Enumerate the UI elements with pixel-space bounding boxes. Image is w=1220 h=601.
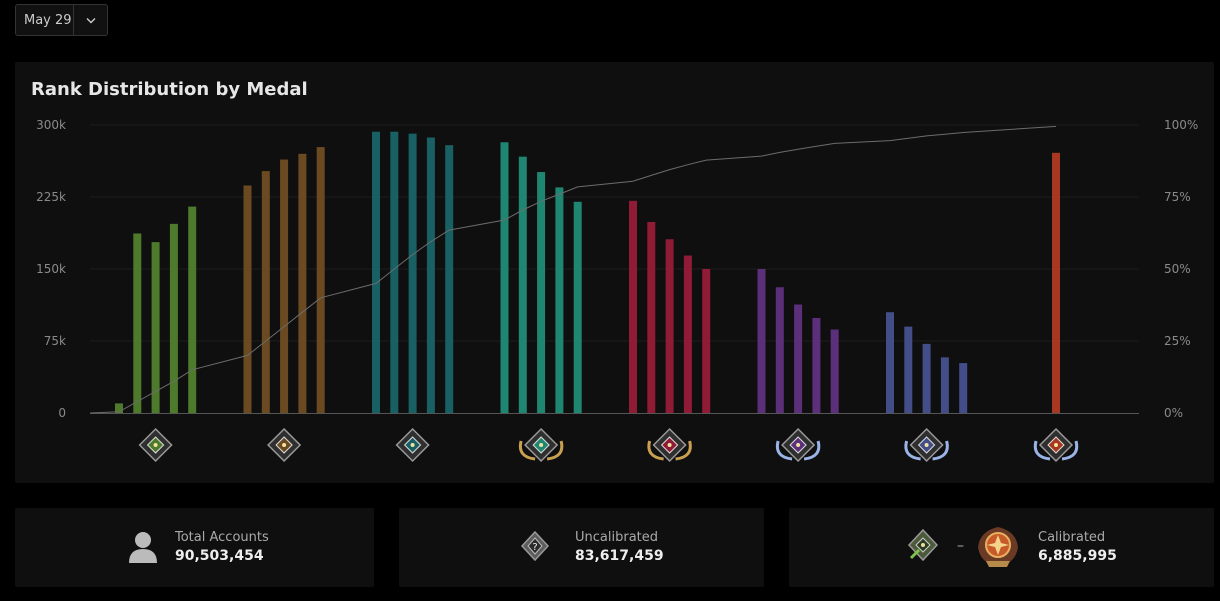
medal-star (667, 443, 672, 447)
y-tick-label: 225k (36, 190, 66, 204)
chart-bar (629, 200, 637, 413)
chart-bar (647, 221, 656, 413)
chart-bar (537, 172, 546, 413)
chart-bar (188, 206, 197, 413)
chart-bar (115, 403, 123, 413)
stat-label: Calibrated (1038, 530, 1106, 545)
medal-wing-right (1061, 440, 1079, 461)
stat-calibrated: – Calibrated 6,885,995 (789, 508, 1214, 587)
y2-tick-label: 100% (1164, 118, 1198, 132)
stat-label: Total Accounts (175, 530, 269, 545)
chart-bar (775, 287, 784, 413)
medal-wing-left (518, 440, 536, 461)
medal-star (153, 443, 158, 447)
y2-tick-label: 75% (1164, 190, 1191, 204)
chart-bar (922, 343, 931, 413)
medal-star (410, 443, 415, 447)
chart-bar (408, 133, 417, 413)
chart-bar (1052, 152, 1060, 413)
chart-bar (555, 187, 564, 413)
stat-value: 83,617,459 (575, 548, 664, 564)
stat-value: 6,885,995 (1038, 548, 1117, 564)
stat-total-accounts: Total Accounts 90,503,454 (15, 508, 374, 587)
medal-star (1054, 443, 1058, 447)
user-icon (129, 532, 157, 563)
chart-bar (151, 242, 160, 413)
chart-bar (904, 326, 913, 413)
chart-bar (426, 137, 435, 413)
rank-distribution-chart: 0 75k 150k 225k 300k 0% 25% 50% 75% 100% (36, 118, 1198, 463)
chart-bar (683, 255, 692, 413)
medal-wing-left (775, 440, 793, 461)
chart-bar (830, 329, 839, 413)
medal-star (282, 443, 287, 447)
y-tick-label: 300k (36, 118, 66, 132)
date-select-label: May 29 (24, 12, 72, 28)
chart-bar (500, 142, 509, 413)
rank-distribution-panel: Rank Distribution by Medal 0 75k 150k 225k 3… (15, 62, 1214, 483)
chart-title: Rank Distribution by Medal (31, 79, 308, 100)
medal-wing-right (932, 440, 949, 461)
chart-bar (390, 131, 399, 413)
date-select[interactable]: May 29 (15, 4, 108, 36)
chevron-down-icon[interactable] (73, 5, 107, 35)
chart-bar (298, 153, 307, 414)
medal-star (924, 443, 929, 447)
svg-text:?: ? (532, 542, 537, 553)
chart-bar (261, 171, 270, 413)
medal-star (796, 443, 801, 447)
y-tick-label: 150k (36, 262, 66, 276)
chart-bar (812, 317, 821, 413)
herald-medal-icon (907, 528, 939, 562)
chart-bar (316, 147, 325, 413)
chart-bar (757, 269, 766, 413)
chart-bar (573, 201, 582, 413)
cumulative-line (89, 125, 1057, 414)
chart-bar (886, 312, 894, 413)
y2-tick-label: 50% (1164, 262, 1191, 276)
chart-bar (372, 131, 380, 413)
medal-wing-right (803, 440, 821, 461)
stat-uncalibrated: ? Uncalibrated 83,617,459 (399, 508, 764, 587)
chart-bar (445, 145, 454, 413)
stat-label: Uncalibrated (575, 530, 659, 545)
medal-wing-left (647, 440, 664, 461)
stat-value: 90,503,454 (175, 548, 264, 564)
chart-bar (280, 159, 289, 413)
uncalibrated-medal-icon: ? (520, 530, 550, 562)
y-tick-label: 0 (58, 406, 66, 420)
chart-bar (133, 233, 142, 413)
chart-bar (169, 223, 178, 413)
chart-bar (940, 357, 949, 413)
medal-wing-right (546, 440, 564, 461)
chart-bar (959, 363, 968, 413)
chart-bar (665, 239, 674, 413)
medal-star (539, 443, 544, 447)
calibrated-range-separator: – (957, 538, 964, 554)
medal-wing-right (675, 440, 692, 461)
y2-tick-label: 0% (1164, 406, 1183, 420)
chart-bar (518, 156, 527, 413)
medal-wing-left (904, 440, 921, 461)
immortal-medal-icon (978, 527, 1018, 567)
chart-bar (794, 304, 803, 413)
chart-bar (243, 185, 252, 413)
y-tick-label: 75k (44, 334, 66, 348)
chart-bar (702, 269, 711, 413)
y2-tick-label: 25% (1164, 334, 1191, 348)
medal-wing-left (1033, 440, 1051, 461)
